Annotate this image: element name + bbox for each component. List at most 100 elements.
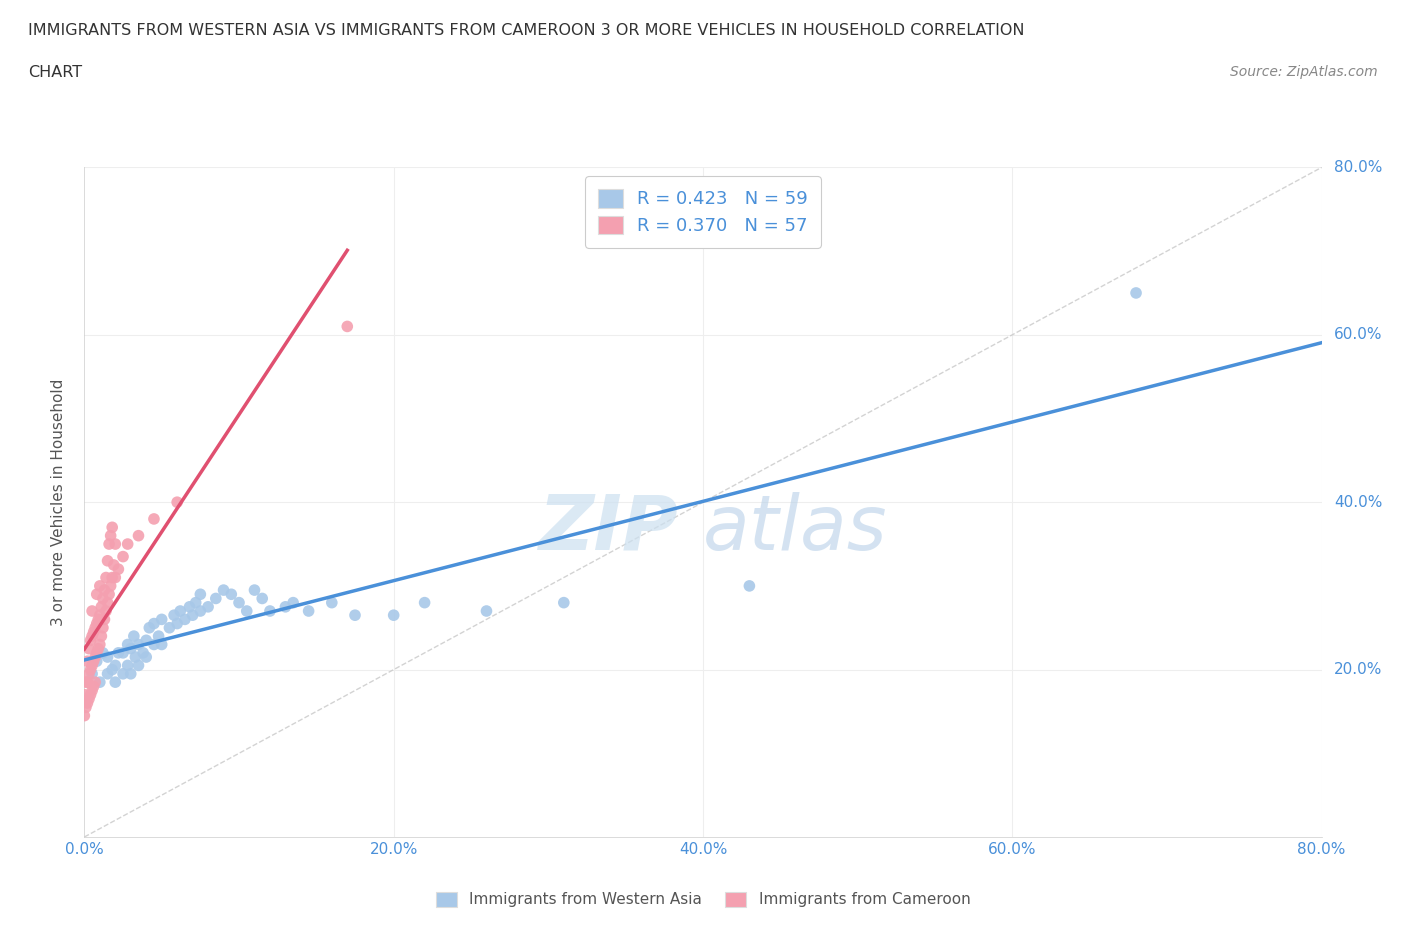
Point [96,650,118,665]
Point [79,633,101,648]
Text: ZIP: ZIP [538,492,678,566]
Point [143,617,166,631]
Point [382,608,405,623]
Point [179,600,201,615]
Point [738,578,761,593]
Point [89,608,111,623]
Point [228,595,250,610]
Point [188,604,211,618]
Point [84,620,107,635]
Point [413,595,436,610]
Point [127,658,149,673]
Point [112,645,135,660]
Point [188,587,211,602]
Point [553,595,575,610]
Point [107,645,129,660]
Point [148,629,170,644]
Point [132,645,155,660]
Point [96,595,118,610]
Point [79,662,101,677]
Point [166,495,188,510]
Point [117,637,139,652]
Point [336,319,359,334]
Point [75,675,97,690]
Point [101,520,124,535]
Point [250,591,273,606]
Point [84,650,107,665]
Point [82,683,104,698]
Legend: Immigrants from Western Asia, Immigrants from Cameroon: Immigrants from Western Asia, Immigrants… [436,892,970,908]
Point [83,625,105,640]
Point [93,612,115,627]
Point [127,637,149,652]
Text: 60.0%: 60.0% [1334,327,1382,342]
Point [73,687,96,702]
Point [281,595,305,610]
Text: 40.0%: 40.0% [1334,495,1382,510]
Point [297,604,319,618]
Point [112,549,135,564]
Point [163,608,186,623]
Point [82,666,104,681]
Point [83,654,105,669]
Point [212,582,235,598]
Point [75,700,97,715]
Point [127,528,149,543]
Point [91,645,114,660]
Point [84,675,107,690]
Point [107,562,129,577]
Point [87,642,110,657]
Point [117,658,139,673]
Point [143,637,166,652]
Point [112,666,135,681]
Point [343,608,366,623]
Point [274,600,297,615]
Point [150,637,173,652]
Point [86,654,108,669]
Point [104,675,127,690]
Point [321,595,343,610]
Point [101,570,124,585]
Point [1125,286,1147,300]
Point [135,633,157,648]
Point [86,645,108,660]
Point [159,620,180,635]
Point [169,604,191,618]
Point [101,662,124,677]
Point [135,650,157,665]
Point [77,692,100,707]
Text: Source: ZipAtlas.com: Source: ZipAtlas.com [1230,65,1378,79]
Point [243,582,266,598]
Point [100,528,122,543]
Text: atlas: atlas [703,492,887,566]
Point [91,620,114,635]
Point [184,595,207,610]
Point [96,666,118,681]
Point [90,629,112,644]
Point [174,612,197,627]
Point [91,591,114,606]
Point [104,570,127,585]
Point [96,553,118,568]
Point [86,617,108,631]
Point [76,696,98,711]
Y-axis label: 3 or more Vehicles in Household: 3 or more Vehicles in Household [51,379,66,626]
Point [76,675,98,690]
Point [87,612,110,627]
Point [89,637,111,652]
Text: IMMIGRANTS FROM WESTERN ASIA VS IMMIGRANTS FROM CAMEROON 3 OR MORE VEHICLES IN H: IMMIGRANTS FROM WESTERN ASIA VS IMMIGRAN… [28,23,1025,38]
Point [259,604,281,618]
Point [77,642,100,657]
Point [100,578,122,593]
Point [143,512,166,526]
Point [94,604,117,618]
Point [86,587,108,602]
Point [79,687,101,702]
Point [93,582,115,598]
Point [197,600,219,615]
Point [124,650,146,665]
Point [205,591,228,606]
Point [219,587,242,602]
Point [103,558,125,573]
Text: 20.0%: 20.0% [1334,662,1382,677]
